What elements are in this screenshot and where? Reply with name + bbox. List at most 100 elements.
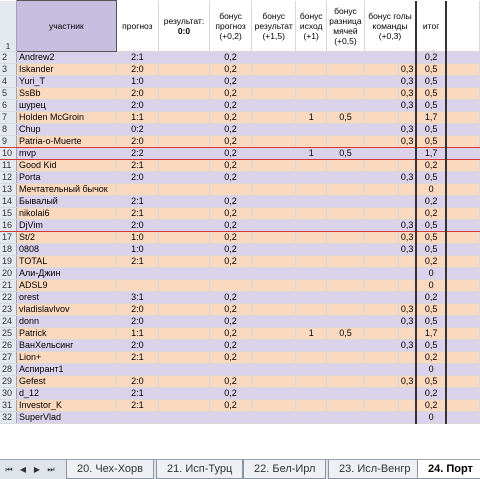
empty-cell[interactable] [445, 243, 480, 256]
prognoz-cell[interactable]: 2:1 [116, 159, 160, 172]
bonus-prognoz-cell[interactable]: 0,2 [209, 87, 253, 100]
prognoz-cell[interactable]: 2:0 [116, 315, 160, 328]
header-name[interactable]: участник [16, 0, 117, 52]
bonus-raznica-cell[interactable] [326, 123, 365, 136]
bonus-raznica-cell[interactable] [326, 63, 365, 76]
row-number[interactable]: 18 [0, 243, 18, 256]
bonus-raznica-cell[interactable] [326, 99, 365, 112]
empty-cell[interactable] [445, 363, 480, 376]
name-cell[interactable]: Patrick [16, 327, 117, 340]
name-cell[interactable]: Good Kid [16, 159, 117, 172]
itog-cell[interactable]: 0 [415, 363, 447, 376]
bonus-prognoz-cell[interactable] [209, 411, 253, 424]
empty-cell[interactable] [445, 315, 480, 328]
name-cell[interactable]: nikolai6 [16, 207, 117, 220]
result-cell[interactable] [158, 339, 210, 352]
name-cell[interactable]: SuperVlad [16, 411, 117, 424]
name-cell[interactable]: Investor_K [16, 399, 117, 412]
spacer-cell[interactable] [364, 267, 399, 280]
name-cell[interactable]: Iskander [16, 63, 117, 76]
itog-cell[interactable]: 1,7 [415, 327, 447, 340]
empty-cell[interactable] [445, 267, 480, 280]
spacer-cell[interactable] [364, 135, 399, 148]
bonus-raznica-cell[interactable] [326, 411, 365, 424]
bonus-result-cell[interactable] [251, 75, 297, 88]
bonus-goly-cell[interactable] [398, 363, 417, 376]
bonus-goly-cell[interactable]: 0,3 [398, 315, 417, 328]
bonus-goly-cell[interactable] [398, 255, 417, 268]
bonus-prognoz-cell[interactable]: 0,2 [209, 135, 253, 148]
itog-cell[interactable]: 0,5 [415, 87, 447, 100]
name-cell[interactable]: vladislavlvov [16, 303, 117, 316]
bonus-prognoz-cell[interactable]: 0,2 [209, 243, 253, 256]
row-number[interactable]: 7 [0, 111, 18, 124]
result-cell[interactable] [158, 231, 210, 244]
bonus-prognoz-cell[interactable]: 0,2 [209, 399, 253, 412]
bonus-prognoz-cell[interactable]: 0,2 [209, 207, 253, 220]
result-cell[interactable] [158, 147, 210, 160]
bonus-raznica-cell[interactable] [326, 171, 365, 184]
itog-cell[interactable]: 0 [415, 279, 447, 292]
bonus-ishod-cell[interactable] [295, 219, 328, 232]
spacer-cell[interactable] [364, 195, 399, 208]
row-number[interactable]: 10 [0, 147, 18, 160]
bonus-goly-cell[interactable]: 0,3 [398, 339, 417, 352]
bonus-prognoz-cell[interactable]: 0,2 [209, 171, 253, 184]
name-cell[interactable]: TOTAL [16, 255, 117, 268]
bonus-goly-cell[interactable] [398, 147, 417, 160]
bonus-ishod-cell[interactable] [295, 255, 328, 268]
bonus-goly-cell[interactable] [398, 159, 417, 172]
result-cell[interactable] [158, 111, 210, 124]
spacer-cell[interactable] [364, 351, 399, 364]
bonus-raznica-cell[interactable] [326, 87, 365, 100]
bonus-raznica-cell[interactable] [326, 339, 365, 352]
prognoz-cell[interactable]: 2:1 [116, 195, 160, 208]
prognoz-cell[interactable] [116, 183, 160, 196]
prognoz-cell[interactable]: 3:1 [116, 291, 160, 304]
bonus-goly-cell[interactable]: 0,3 [398, 303, 417, 316]
bonus-raznica-cell[interactable] [326, 387, 365, 400]
spacer-cell[interactable] [364, 207, 399, 220]
name-cell[interactable]: Мечтательный бычок [16, 183, 117, 196]
bonus-result-cell[interactable] [251, 291, 297, 304]
prognoz-cell[interactable]: 2:0 [116, 99, 160, 112]
bonus-prognoz-cell[interactable]: 0,2 [209, 339, 253, 352]
name-cell[interactable]: Holden McGroin [16, 111, 117, 124]
empty-cell[interactable] [445, 123, 480, 136]
bonus-prognoz-cell[interactable]: 0,2 [209, 75, 253, 88]
prognoz-cell[interactable]: 1:1 [116, 111, 160, 124]
bonus-ishod-cell[interactable] [295, 399, 328, 412]
spacer-cell[interactable] [364, 75, 399, 88]
bonus-goly-cell[interactable] [398, 411, 417, 424]
prognoz-cell[interactable]: 2:0 [116, 171, 160, 184]
empty-cell[interactable] [445, 411, 480, 424]
name-cell[interactable]: SsBb [16, 87, 117, 100]
row-number[interactable]: 8 [0, 123, 18, 136]
itog-cell[interactable]: 0,2 [415, 291, 447, 304]
itog-cell[interactable]: 0,5 [415, 171, 447, 184]
result-cell[interactable] [158, 303, 210, 316]
bonus-goly-cell[interactable]: 0,3 [398, 87, 417, 100]
bonus-raznica-cell[interactable] [326, 303, 365, 316]
bonus-ishod-cell[interactable] [295, 51, 328, 64]
bonus-raznica-cell[interactable] [326, 375, 365, 388]
spacer-cell[interactable] [364, 243, 399, 256]
bonus-ishod-cell[interactable] [295, 171, 328, 184]
bonus-raznica-cell[interactable] [326, 255, 365, 268]
bonus-prognoz-cell[interactable]: 0,2 [209, 327, 253, 340]
bonus-goly-cell[interactable]: 0,3 [398, 63, 417, 76]
header-bonus-ishod[interactable]: бонус исход (+1) [295, 0, 328, 52]
empty-cell[interactable] [445, 231, 480, 244]
sheet-tab-active[interactable]: 24. Порт [417, 460, 480, 479]
header-prognoz[interactable]: прогноз [116, 0, 160, 52]
prognoz-cell[interactable]: 2:0 [116, 87, 160, 100]
bonus-result-cell[interactable] [251, 219, 297, 232]
name-cell[interactable]: DjVim [16, 219, 117, 232]
result-cell[interactable] [158, 87, 210, 100]
empty-cell[interactable] [445, 387, 480, 400]
bonus-prognoz-cell[interactable]: 0,2 [209, 147, 253, 160]
itog-cell[interactable]: 0,5 [415, 99, 447, 112]
bonus-goly-cell[interactable]: 0,3 [398, 171, 417, 184]
bonus-result-cell[interactable] [251, 303, 297, 316]
bonus-result-cell[interactable] [251, 231, 297, 244]
